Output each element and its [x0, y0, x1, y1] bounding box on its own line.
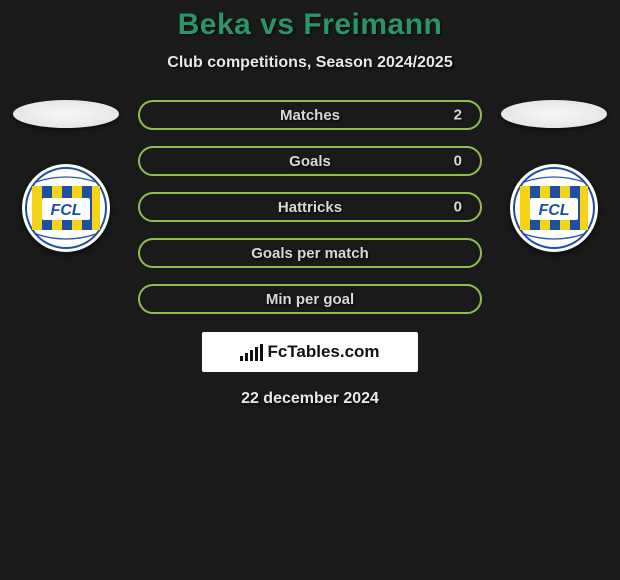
stats-column: Matches 2 Goals 0 Hattricks 0 Goals per … [138, 100, 482, 314]
stat-label: Goals per match [251, 245, 369, 262]
main-row: FCL Matches 2 Goals 0 Hattricks 0 Goals … [0, 100, 620, 314]
stat-value-right: 0 [454, 199, 462, 216]
date-text: 22 december 2024 [0, 390, 620, 408]
stat-value-right: 0 [454, 153, 462, 170]
fcl-logo-icon: FCL [512, 166, 596, 250]
brand-link[interactable]: FcTables.com [202, 332, 418, 372]
subtitle: Club competitions, Season 2024/2025 [0, 54, 620, 72]
player-avatar-right [501, 100, 607, 128]
stat-row-hattricks: Hattricks 0 [138, 192, 482, 222]
stat-row-matches: Matches 2 [138, 100, 482, 130]
stat-row-goals-per-match: Goals per match [138, 238, 482, 268]
brand-text: FcTables.com [267, 342, 379, 362]
widget-root: Beka vs Freimann Club competitions, Seas… [0, 0, 620, 408]
stat-row-min-per-goal: Min per goal [138, 284, 482, 314]
stat-label: Goals [289, 153, 331, 170]
svg-text:FCL: FCL [538, 202, 569, 219]
page-title: Beka vs Freimann [0, 8, 620, 42]
club-badge-left: FCL [22, 164, 110, 252]
bar-chart-icon [240, 343, 263, 361]
right-player-col: FCL [500, 100, 608, 252]
player-avatar-left [13, 100, 119, 128]
stat-row-goals: Goals 0 [138, 146, 482, 176]
stat-label: Min per goal [266, 291, 354, 308]
stat-value-right: 2 [454, 107, 462, 124]
stat-label: Matches [280, 107, 340, 124]
svg-text:FCL: FCL [50, 202, 81, 219]
club-badge-right: FCL [510, 164, 598, 252]
stat-label: Hattricks [278, 199, 342, 216]
left-player-col: FCL [12, 100, 120, 252]
fcl-logo-icon: FCL [24, 166, 108, 250]
